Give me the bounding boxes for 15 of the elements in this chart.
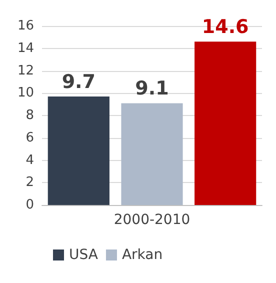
y-tick-label: 4	[26, 152, 34, 168]
legend-label: Arkan	[122, 247, 163, 263]
y-tick-label: 8	[26, 108, 34, 123]
data-label: 9.7	[62, 70, 96, 93]
data-label: 14.6	[202, 16, 249, 38]
y-tick-label: 0	[26, 198, 34, 212]
x-tick-label: 2000-2010	[114, 212, 190, 228]
y-tick-label: 2	[26, 175, 34, 190]
legend-label: USA	[69, 247, 98, 263]
y-tick-label: 16	[17, 18, 34, 34]
data-label: 9.1	[135, 78, 169, 100]
y-tick-label: 6	[26, 130, 34, 146]
y-tick-label: 12	[17, 63, 34, 78]
y-tick-label: 10	[17, 86, 34, 101]
y-tick-label: 14	[17, 40, 34, 56]
